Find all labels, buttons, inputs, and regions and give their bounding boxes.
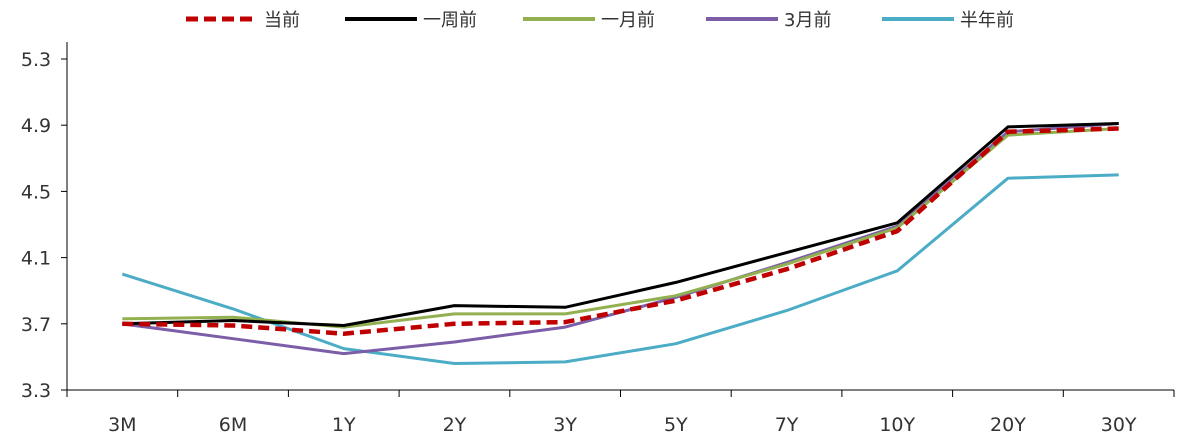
y-tick-label: 4.1 <box>21 248 51 270</box>
series-group <box>121 122 1119 365</box>
series-line <box>122 127 1119 329</box>
series-line <box>122 126 1119 336</box>
x-tick-label: 30Y <box>1101 414 1137 436</box>
y-tick-label: 5.3 <box>21 49 51 71</box>
series-line <box>122 122 1119 356</box>
x-tick-label: 6M <box>219 414 247 436</box>
x-tick-label: 20Y <box>990 414 1026 436</box>
x-tick-label: 10Y <box>879 414 915 436</box>
y-tick-label: 4.5 <box>21 181 51 203</box>
x-tick-label: 3Y <box>553 414 577 436</box>
x-tick-label: 7Y <box>775 414 799 436</box>
y-tick-label: 4.9 <box>21 115 51 137</box>
legend-label: 一周前 <box>423 10 477 31</box>
legend-label: 3月前 <box>784 10 831 31</box>
legend-label: 当前 <box>264 10 300 31</box>
legend-label: 半年前 <box>960 10 1014 31</box>
y-axis: 3.3 3.7 4.1 4.5 4.9 5.3 <box>21 42 68 402</box>
legend-label: 一月前 <box>601 10 655 31</box>
x-tick-label: 2Y <box>443 414 467 436</box>
series-line <box>121 173 1119 365</box>
chart-legend: 当前 一周前 一月前 3月前 半年前 <box>186 10 1014 31</box>
series-line <box>122 122 1119 327</box>
x-tick-label: 5Y <box>664 414 688 436</box>
x-tick-label: 1Y <box>332 414 356 436</box>
x-axis: 3M 6M 1Y 2Y 3Y 5Y 7Y 10Y 20Y 30Y <box>66 389 1175 436</box>
y-tick-label: 3.3 <box>21 380 51 402</box>
y-tick-label: 3.7 <box>21 314 51 336</box>
x-tick-label: 3M <box>108 414 136 436</box>
